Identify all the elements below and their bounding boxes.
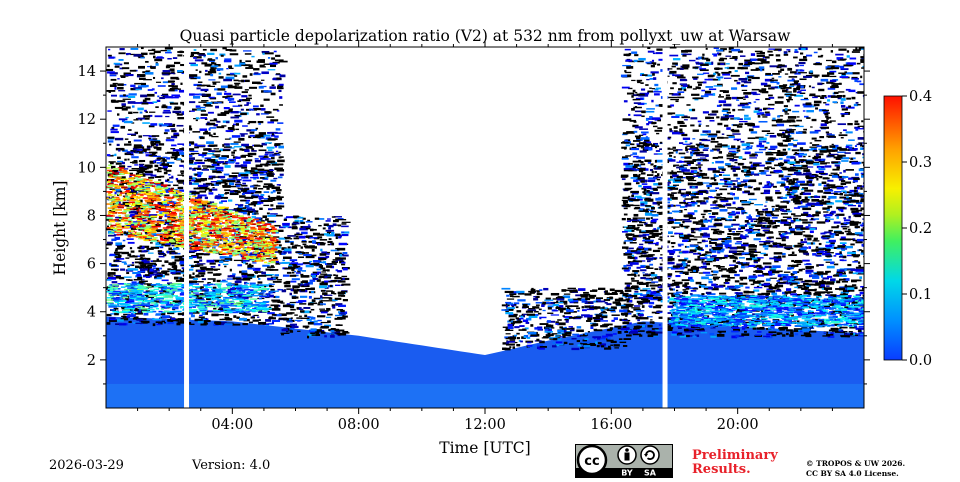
colorbar-tick-label: 0.4 [909,89,932,105]
x-tick-label: 16:00 [590,417,632,433]
x-tick-label: 20:00 [717,417,759,433]
colorbar-tick-label: 0.2 [909,221,932,237]
y-tick-label: 12 [78,112,96,128]
x-tick-label: 08:00 [338,417,380,433]
date-label: 2026-03-29 [49,458,124,473]
cc-license-badge[interactable]: cc BY SA [575,444,673,482]
y-tick-label: 6 [87,257,96,273]
y-tick-label: 8 [87,208,96,224]
preliminary-results-label: Preliminary Results. [692,449,792,477]
y-axis-label: Height [km] [51,181,69,276]
copyright-line-2: CC BY SA 4.0 License. [806,469,946,479]
preliminary-line-1: Preliminary [692,449,792,463]
y-tick-label: 10 [78,160,96,176]
sa-icon [641,446,659,464]
colorbar-tick-label: 0.1 [909,287,932,303]
colorbar-tick-label: 0.0 [909,353,932,369]
near-surface-band [106,384,864,408]
x-axis-label: Time [UTC] [439,439,530,457]
sa-label: SA [644,469,657,478]
colorbar-tick-label: 0.3 [909,155,932,171]
by-label: BY [621,469,633,478]
preliminary-line-2: Results. [692,463,792,477]
cc-text: cc [584,454,599,469]
data-gap-1 [663,47,668,408]
y-tick-label: 2 [87,353,96,369]
copyright-line-1: © TROPOS & UW 2026. [806,459,946,469]
y-tick-label: 4 [87,305,96,321]
colorbar-gradient [884,96,902,360]
copyright-notice: © TROPOS & UW 2026. CC BY SA 4.0 License… [806,459,946,479]
colorbar: 0.0 0.1 0.2 0.3 0.4 [884,89,932,369]
data-gap-0 [184,47,189,408]
plot-area [106,47,873,408]
x-tick-label: 12:00 [464,417,506,433]
x-tick-label: 04:00 [211,417,253,433]
y-tick-label: 14 [78,64,96,80]
version-label: Version: 4.0 [192,458,270,473]
